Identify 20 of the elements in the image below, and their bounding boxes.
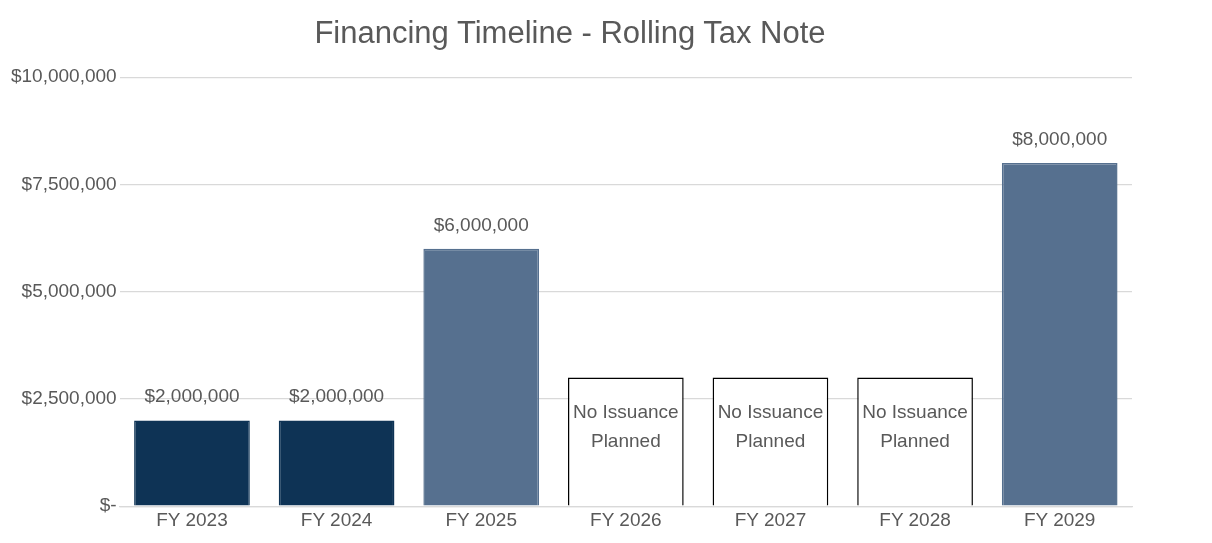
data-label: No Issuance Planned [573,401,679,452]
data-label: No Issuance Planned [717,401,824,452]
y-tick-label: $7,500,000 [21,172,117,194]
data-label: $8,000,000 [1012,127,1108,149]
x-tick-label: FY 2025 [445,508,517,530]
x-tick-label: FY 2027 [734,508,807,530]
data-label: No Issuance Planned [862,401,968,452]
x-tick-label: FY 2024 [300,508,373,530]
x-tick-label: FY 2028 [879,508,951,530]
chart-title: Financing Timeline - Rolling Tax Note [314,15,826,51]
x-tick-label: FY 2023 [156,508,228,530]
data-label: $2,000,000 [289,385,385,407]
x-tick-label: FY 2026 [590,508,662,530]
data-label: $6,000,000 [433,213,529,235]
y-tick-label: $5,000,000 [21,279,117,301]
y-tick-label: $- [99,494,117,516]
y-tick-label: $2,500,000 [21,387,117,409]
x-tick-label: FY 2029 [1023,508,1096,530]
data-label: $2,000,000 [144,385,240,407]
y-tick-label: $10,000,000 [10,65,117,87]
